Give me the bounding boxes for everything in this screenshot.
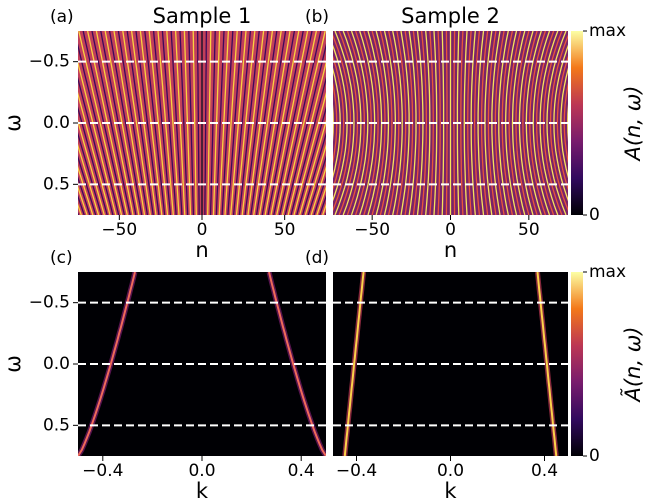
panel-title: Sample 1 bbox=[153, 4, 252, 28]
heatmap-stripe bbox=[304, 143, 326, 215]
x-tick-label: 50 bbox=[518, 220, 540, 240]
x-axis-label: k bbox=[444, 479, 457, 502]
y-tick-label: 0.5 bbox=[43, 174, 70, 194]
colorbar-tick-label: max bbox=[589, 262, 626, 282]
heatmap-stripe bbox=[585, 31, 612, 215]
y-axis-label: ω bbox=[1, 355, 25, 373]
heatmap-stripe bbox=[588, 31, 615, 215]
x-tick-label: −50 bbox=[354, 220, 390, 240]
x-axis-label: n bbox=[444, 238, 457, 262]
heatmap-stripe bbox=[560, 67, 568, 179]
colorbar bbox=[571, 31, 583, 215]
colorbar-tick-label: 0 bbox=[589, 205, 600, 225]
heatmap-stripe bbox=[473, 31, 481, 215]
colorbar-tick-label: max bbox=[589, 21, 626, 41]
y-tick-label: 0.0 bbox=[43, 354, 70, 374]
y-tick-label: −0.5 bbox=[29, 52, 70, 72]
heatmap-stripe bbox=[582, 31, 608, 215]
x-axis-label: n bbox=[195, 238, 208, 262]
x-tick-label: 50 bbox=[274, 220, 296, 240]
heatmap-stripe bbox=[592, 31, 620, 215]
x-tick-label: 0.0 bbox=[437, 461, 464, 481]
y-tick-label: 0.0 bbox=[43, 113, 70, 133]
x-tick-label: −50 bbox=[101, 220, 137, 240]
heatmap-stripe bbox=[91, 31, 131, 215]
heatmap-stripe bbox=[307, 155, 326, 215]
panel-label: (a) bbox=[50, 7, 74, 27]
heatmap-stripe bbox=[78, 143, 100, 215]
colorbar bbox=[571, 272, 583, 456]
x-tick-label: 0 bbox=[197, 220, 208, 240]
panel-title: Sample 2 bbox=[401, 4, 500, 28]
x-tick-label: 0.4 bbox=[531, 461, 558, 481]
y-tick-label: −0.5 bbox=[29, 293, 70, 313]
y-tick-label: 0.5 bbox=[43, 415, 70, 435]
heatmap-stripe bbox=[595, 31, 624, 215]
y-axis-label: ω bbox=[1, 114, 25, 132]
heatmap-stripe bbox=[437, 31, 441, 215]
colorbar-label: A(n, ω) bbox=[621, 86, 645, 163]
heatmap-stripe bbox=[273, 31, 313, 215]
x-tick-label: −0.4 bbox=[82, 461, 123, 481]
x-tick-label: 0 bbox=[445, 220, 456, 240]
panel-label: (b) bbox=[305, 7, 329, 27]
x-tick-label: −0.4 bbox=[336, 461, 377, 481]
colorbar-tick-label: 0 bbox=[589, 446, 600, 466]
x-tick-label: 0.0 bbox=[188, 461, 215, 481]
panel-label: (d) bbox=[305, 248, 329, 268]
x-tick-label: 0.4 bbox=[288, 461, 315, 481]
x-axis-label: k bbox=[196, 479, 209, 502]
heatmap-stripe bbox=[78, 155, 97, 215]
colorbar-label: Ã(n, ω) bbox=[619, 327, 645, 404]
panel-label: (c) bbox=[50, 248, 73, 268]
